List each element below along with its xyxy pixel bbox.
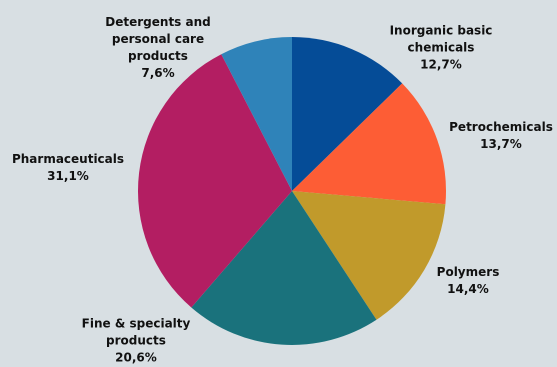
pie-slice-petrochemicals [292,83,447,205]
slice-label-name: Fine & specialty products [81,316,191,348]
slice-label-name: Polymers [436,265,500,279]
pie-slice-pharmaceuticals [137,54,292,308]
pie-slice-fine-specialty-products [191,191,377,345]
slice-label-value: 20,6% [115,350,157,365]
pie-slice-polymers [292,191,446,320]
slice-label-value: 12,7% [420,57,462,72]
pie-slice-detergents-and-personal-care-products [221,36,292,191]
pie-slice-inorganic-basic-chemicals [292,37,403,191]
slice-label-petrochemicals: Petrochemicals 13,7% [449,119,553,153]
slice-label-name: Pharmaceuticals [11,152,125,166]
slice-label-value: 7,6% [141,66,175,80]
slice-label-value: 31,1% [47,169,89,183]
slice-label-inorganic-basic-chemicals: Inorganic basic chemicals 12,7% [390,23,493,74]
slice-label-value: 13,7% [480,137,522,151]
slice-label-name: Detergents and personal care products [105,15,211,63]
slice-label-polymers: Polymers 14,4% [437,264,500,298]
slice-label-name: Petrochemicals [449,120,553,134]
slice-label-pharmaceuticals: Pharmaceuticals 31,1% [12,151,124,185]
slice-label-detergents-and-personal-care-products: Detergents and personal care products 7,6… [105,14,210,82]
slice-label-value: 14,4% [447,282,489,296]
slice-label-name: Inorganic basic chemicals [389,23,493,55]
slice-label-fine-specialty-products: Fine & specialty products 20,6% [82,316,191,367]
